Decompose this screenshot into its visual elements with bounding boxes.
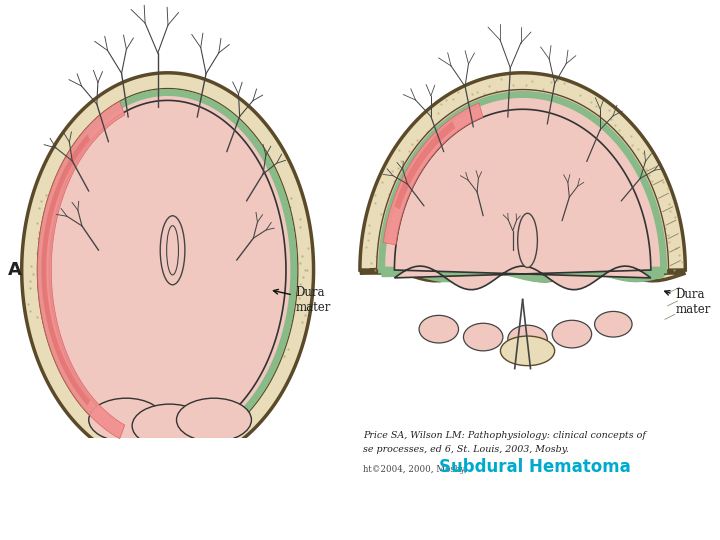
Polygon shape — [383, 103, 483, 245]
Polygon shape — [22, 73, 314, 467]
Polygon shape — [37, 102, 125, 438]
Ellipse shape — [464, 323, 503, 351]
Ellipse shape — [518, 213, 537, 267]
Ellipse shape — [161, 216, 185, 285]
Text: A: A — [8, 261, 22, 279]
Polygon shape — [42, 134, 90, 406]
Polygon shape — [377, 90, 669, 280]
Polygon shape — [395, 122, 455, 210]
Ellipse shape — [595, 312, 632, 337]
Ellipse shape — [419, 315, 459, 343]
Ellipse shape — [176, 398, 251, 442]
Ellipse shape — [500, 336, 554, 366]
Polygon shape — [360, 73, 685, 281]
Ellipse shape — [89, 398, 163, 442]
Ellipse shape — [166, 226, 179, 275]
Polygon shape — [395, 109, 651, 289]
Polygon shape — [40, 437, 296, 477]
Text: Dura
mater: Dura mater — [274, 286, 331, 314]
Text: Subdural Hematoma: Subdural Hematoma — [438, 458, 631, 476]
Ellipse shape — [508, 325, 547, 353]
Polygon shape — [37, 89, 298, 451]
Ellipse shape — [552, 320, 592, 348]
Text: Price SA, Wilson LM: Pathophysiology: clinical concepts of: Price SA, Wilson LM: Pathophysiology: cl… — [363, 430, 646, 440]
Text: ht©2004, 2000, Mosby,: ht©2004, 2000, Mosby, — [363, 465, 467, 474]
Text: Dura
mater: Dura mater — [665, 288, 711, 315]
Ellipse shape — [132, 404, 207, 448]
Text: se processes, ed 6, St. Louis, 2003, Mosby.: se processes, ed 6, St. Louis, 2003, Mos… — [363, 446, 569, 455]
Polygon shape — [49, 100, 286, 440]
